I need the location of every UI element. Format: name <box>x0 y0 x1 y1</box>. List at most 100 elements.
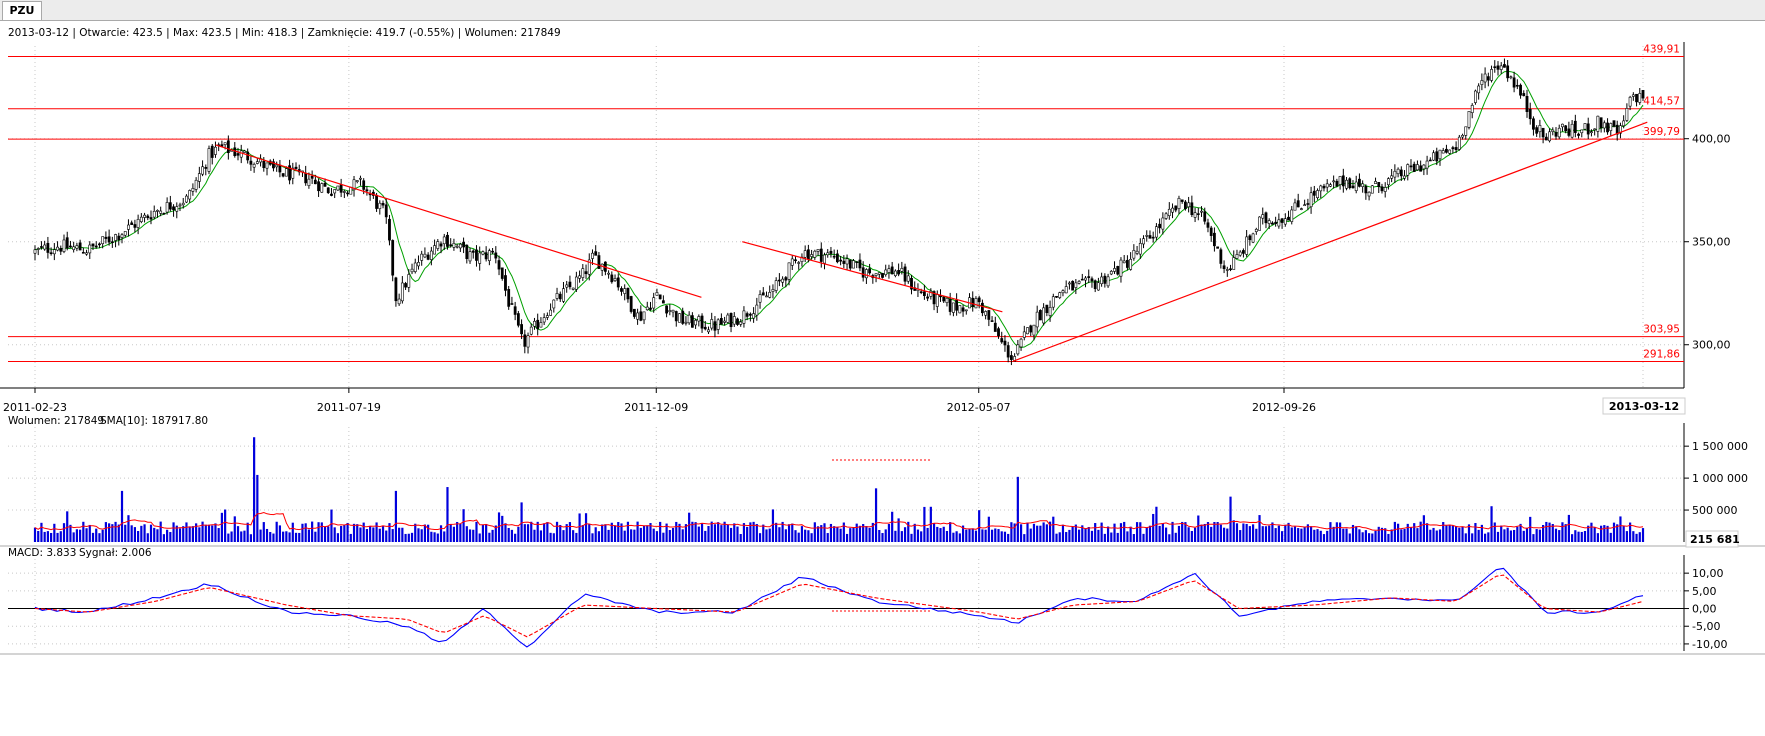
volume-bar <box>1622 526 1625 542</box>
volume-bar <box>1219 524 1222 542</box>
x-tick-label: 2011-12-09 <box>624 401 688 414</box>
current-date-box <box>1602 397 1686 415</box>
volume-bar <box>1135 522 1139 542</box>
volume-bar <box>182 526 185 542</box>
volume-bar <box>224 509 227 542</box>
candle-body <box>336 185 340 191</box>
volume-bar <box>1590 522 1593 542</box>
candle-body <box>932 291 936 305</box>
candle-body <box>1219 249 1223 264</box>
candle-body <box>1387 178 1390 186</box>
volume-bar <box>710 521 713 542</box>
candle-body <box>713 321 717 331</box>
volume-bar <box>85 528 88 542</box>
candle-body <box>1406 164 1410 176</box>
candle-body <box>98 243 101 246</box>
volume-bar <box>810 533 813 542</box>
candle-body <box>1348 178 1352 189</box>
volume-bar <box>1029 528 1032 542</box>
volume-bar <box>46 531 49 542</box>
candle-body <box>948 299 952 312</box>
volume-bar <box>391 529 394 542</box>
volume-bar <box>675 521 678 542</box>
candle-body <box>1483 73 1487 83</box>
volume-bar <box>642 525 646 542</box>
candle-body <box>1106 276 1110 287</box>
candle-body <box>620 288 623 292</box>
volume-bar <box>1377 526 1380 542</box>
candle-body <box>1580 129 1584 134</box>
candle-body <box>510 303 514 305</box>
volume-bar <box>494 525 497 542</box>
volume-bar <box>1471 533 1474 542</box>
chart-canvas[interactable]: 439,91 414,57 399,79 303,95 291,86 2011-02-2… <box>0 21 1765 736</box>
candle-body <box>874 273 878 276</box>
macd-y-tick-label: -10,00 <box>1692 638 1727 651</box>
volume-bar <box>111 524 114 542</box>
volume-bar <box>349 533 352 542</box>
candle-body <box>52 249 56 255</box>
volume-bar <box>1416 528 1419 542</box>
volume-bar <box>1338 522 1342 542</box>
volume-bar <box>320 522 323 542</box>
volume-bar <box>485 523 488 542</box>
volume-bar <box>143 524 146 542</box>
trend-line[interactable] <box>742 241 1003 313</box>
candle-body <box>629 296 633 312</box>
x-tick-label: 2011-02-23 <box>3 401 67 414</box>
candle-body <box>91 243 95 247</box>
candle-body <box>1032 324 1036 336</box>
candle-body <box>365 189 369 192</box>
candle-body <box>1071 280 1075 291</box>
trend-line[interactable] <box>215 144 702 298</box>
volume-sma-line <box>34 511 1644 532</box>
volume-bar <box>66 511 69 542</box>
candle-body <box>1161 217 1165 230</box>
volume-bar <box>452 526 456 542</box>
candle-body <box>1283 218 1287 225</box>
volume-bar <box>497 512 501 542</box>
volume-bar <box>1529 516 1532 542</box>
volume-bar <box>504 523 507 542</box>
volume-bar <box>433 532 436 542</box>
candle-body <box>613 278 617 282</box>
volume-bar <box>852 527 855 542</box>
volume-bar <box>639 527 642 542</box>
volume-bar <box>175 525 178 542</box>
candle-body <box>1606 122 1609 133</box>
volume-bar <box>1461 526 1464 542</box>
volume-bar <box>1371 533 1374 542</box>
candle-body <box>49 252 53 254</box>
candle-body <box>1554 132 1558 137</box>
candle-body <box>919 291 923 294</box>
volume-bar <box>449 524 452 542</box>
volume-bar <box>565 524 568 542</box>
volume-bar <box>1181 521 1184 542</box>
candle-body <box>632 308 636 317</box>
volume-bar <box>1206 522 1210 542</box>
volume-bar <box>301 523 304 542</box>
tab-pzu[interactable]: PZU <box>2 1 42 20</box>
volume-bar <box>936 526 939 542</box>
candle-body <box>1138 243 1142 255</box>
volume-bar <box>1007 533 1010 542</box>
volume-bar <box>1445 525 1448 542</box>
trend-line[interactable] <box>1012 121 1648 362</box>
candle-body <box>1625 108 1629 121</box>
volume-bar <box>243 530 246 542</box>
volume-bar <box>771 509 775 542</box>
volume-bar <box>1493 522 1496 542</box>
volume-bar <box>894 530 897 542</box>
volume-bar <box>330 509 333 542</box>
candle-body <box>761 292 765 296</box>
volume-bar <box>153 527 156 542</box>
volume-bar <box>604 524 607 542</box>
candle-body <box>1474 90 1477 103</box>
volume-bar <box>104 522 107 542</box>
volume-bar <box>1632 531 1635 542</box>
volume-bar <box>1496 531 1500 542</box>
candle-body <box>881 273 884 278</box>
candle-body <box>101 236 105 244</box>
volume-bar <box>926 527 929 542</box>
candle-body <box>249 160 253 165</box>
